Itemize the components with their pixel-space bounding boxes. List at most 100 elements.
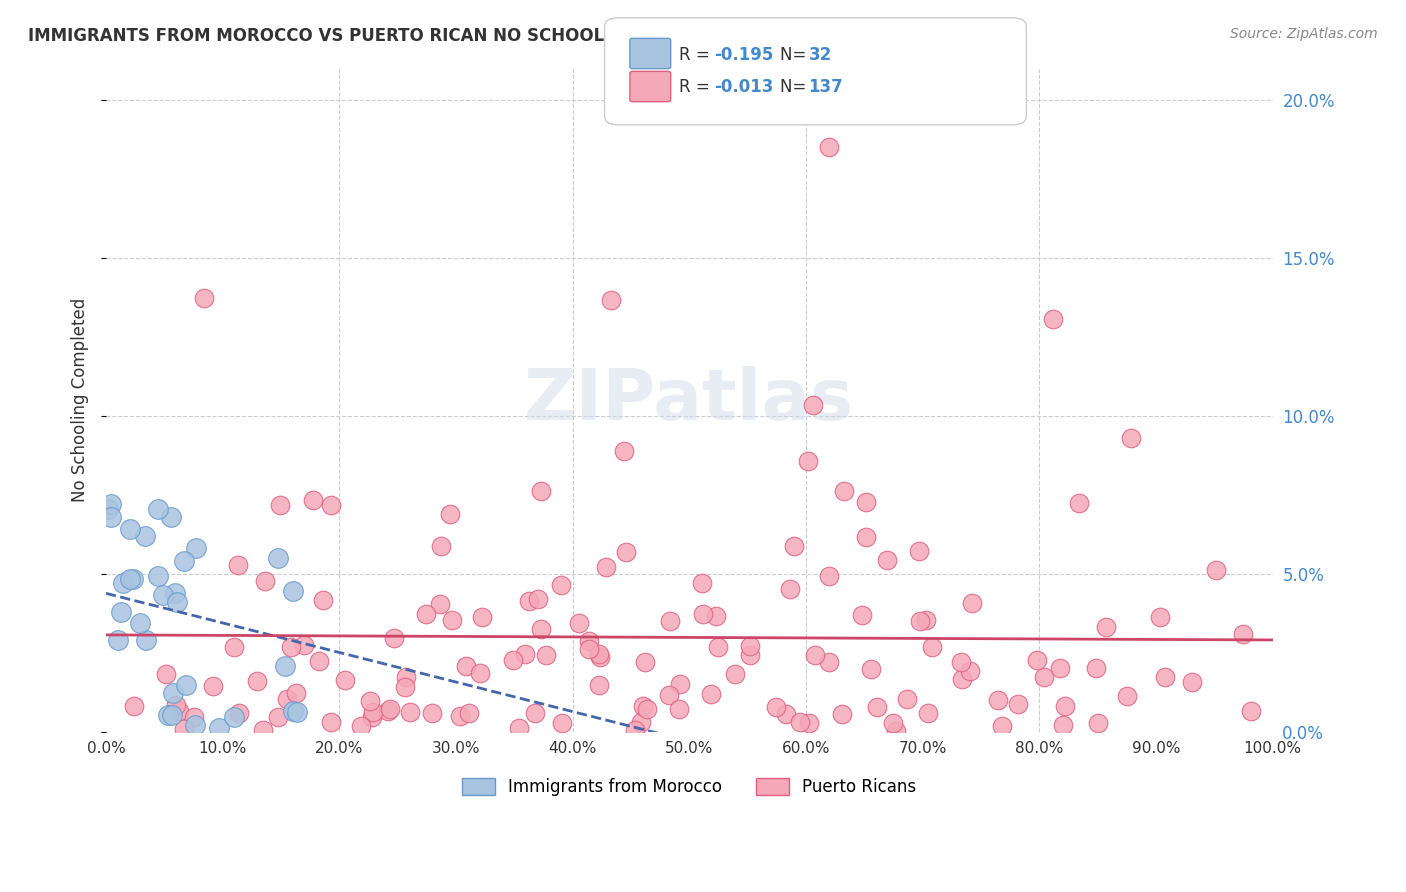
Point [599, 293, 621, 307]
Point [669, 677, 692, 691]
Point [284, 686, 307, 700]
Point [174, 678, 197, 692]
Legend: Immigrants from Morocco, Puerto Ricans: Immigrants from Morocco, Puerto Ricans [456, 772, 924, 803]
Point [1033, 670, 1056, 684]
Point [118, 572, 141, 586]
Point [281, 584, 304, 599]
Point [991, 719, 1014, 733]
Point [960, 596, 983, 610]
Point [135, 632, 157, 647]
Point [162, 686, 184, 700]
Point [775, 707, 797, 722]
Point [246, 673, 269, 688]
Point [415, 607, 437, 621]
Point [302, 492, 325, 507]
Point [112, 576, 135, 591]
Point [173, 554, 195, 568]
Point [738, 639, 761, 653]
Point [361, 705, 384, 719]
Point [817, 655, 839, 669]
Point [202, 679, 225, 693]
Point [429, 539, 451, 553]
Point [779, 582, 801, 596]
Point [276, 692, 298, 706]
Point [987, 693, 1010, 707]
Text: R =: R = [679, 46, 716, 64]
Point [441, 613, 464, 627]
Point [1116, 689, 1139, 703]
Point [692, 607, 714, 621]
Point [1087, 715, 1109, 730]
Point [166, 595, 188, 609]
Point [832, 484, 855, 499]
Point [634, 655, 657, 669]
Point [524, 706, 547, 721]
Point [876, 552, 898, 566]
Point [165, 698, 187, 712]
Point [283, 704, 305, 718]
Point [588, 647, 610, 661]
Point [578, 633, 600, 648]
Point [285, 705, 308, 719]
Point [228, 558, 250, 572]
Point [252, 723, 274, 738]
Point [1052, 718, 1074, 732]
Point [1232, 627, 1254, 641]
Point [429, 597, 451, 611]
Point [439, 507, 461, 521]
Point [517, 594, 540, 608]
Point [910, 614, 932, 628]
Point [420, 706, 443, 720]
Point [193, 292, 215, 306]
Point [797, 454, 820, 468]
Point [156, 707, 179, 722]
Point [128, 615, 150, 630]
Point [382, 631, 405, 645]
Point [100, 510, 122, 524]
Point [222, 710, 245, 724]
Point [789, 714, 811, 729]
Point [471, 610, 494, 624]
Point [311, 593, 333, 607]
Point [589, 649, 612, 664]
Point [120, 522, 142, 536]
Point [394, 680, 416, 694]
Point [797, 716, 820, 731]
Point [468, 665, 491, 680]
Point [568, 615, 591, 630]
Point [595, 560, 617, 574]
Point [630, 714, 652, 729]
Point [668, 702, 690, 716]
Point [146, 568, 169, 582]
Point [1054, 699, 1077, 714]
Point [614, 544, 637, 558]
Point [1181, 674, 1204, 689]
Point [831, 707, 853, 722]
Point [1049, 661, 1071, 675]
Point [724, 666, 747, 681]
Point [502, 653, 524, 667]
Point [740, 648, 762, 662]
Point [783, 540, 806, 554]
Point [704, 608, 727, 623]
Text: Source: ZipAtlas.com: Source: ZipAtlas.com [1230, 27, 1378, 41]
Point [765, 700, 787, 714]
Point [224, 640, 246, 654]
Point [321, 498, 343, 512]
Point [228, 706, 250, 720]
Point [449, 709, 471, 723]
Point [380, 702, 402, 716]
Point [359, 693, 381, 707]
Point [169, 705, 191, 719]
Point [184, 718, 207, 732]
Point [97, 501, 120, 516]
Point [658, 689, 681, 703]
Point [851, 608, 873, 623]
Point [551, 716, 574, 731]
Text: -0.013: -0.013 [714, 78, 773, 96]
Point [534, 648, 557, 662]
Point [1095, 620, 1118, 634]
Point [1042, 312, 1064, 326]
Point [508, 721, 530, 735]
Point [613, 444, 636, 458]
